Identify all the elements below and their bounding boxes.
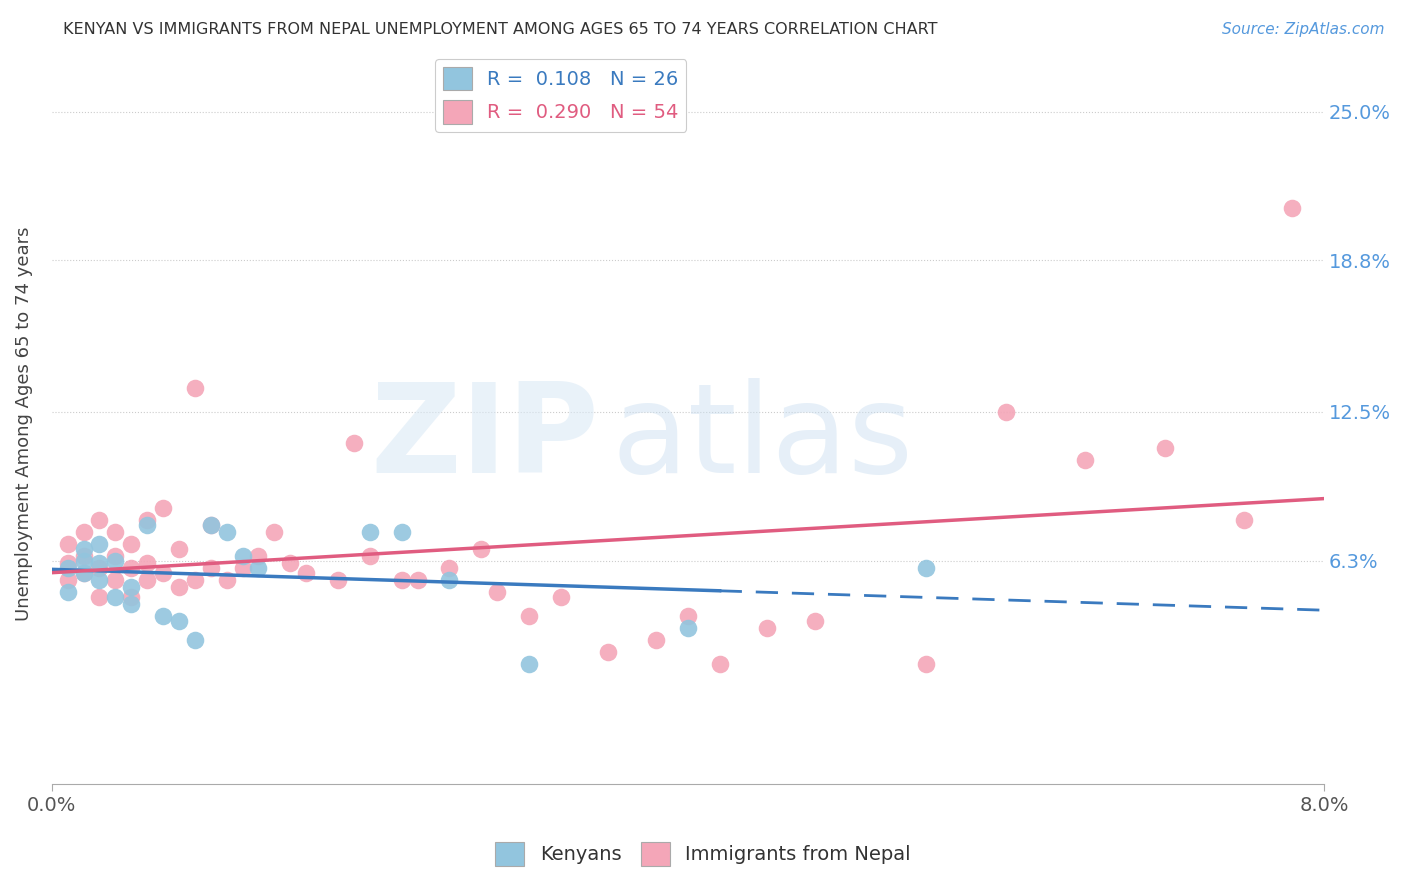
- Point: [104, 524, 127, 539]
- Point: [89, 537, 111, 551]
- Point: [804, 614, 827, 628]
- Point: [343, 436, 366, 450]
- Point: [184, 632, 207, 647]
- Point: [136, 573, 159, 587]
- Point: [247, 560, 270, 574]
- Legend: Kenyans, Immigrants from Nepal: Kenyans, Immigrants from Nepal: [486, 834, 920, 873]
- Point: [120, 590, 142, 604]
- Point: [391, 524, 413, 539]
- Point: [1233, 513, 1256, 527]
- Point: [439, 573, 461, 587]
- Point: [247, 549, 270, 563]
- Point: [152, 500, 174, 515]
- Point: [756, 621, 779, 635]
- Point: [1281, 201, 1303, 215]
- Point: [326, 573, 349, 587]
- Point: [994, 405, 1017, 419]
- Point: [72, 524, 94, 539]
- Text: Source: ZipAtlas.com: Source: ZipAtlas.com: [1222, 22, 1385, 37]
- Point: [915, 560, 938, 574]
- Point: [439, 560, 461, 574]
- Point: [470, 541, 492, 556]
- Point: [120, 597, 142, 611]
- Point: [89, 556, 111, 570]
- Point: [278, 556, 301, 570]
- Point: [120, 580, 142, 594]
- Point: [1154, 441, 1177, 455]
- Point: [120, 537, 142, 551]
- Point: [915, 657, 938, 671]
- Point: [89, 513, 111, 527]
- Text: KENYAN VS IMMIGRANTS FROM NEPAL UNEMPLOYMENT AMONG AGES 65 TO 74 YEARS CORRELATI: KENYAN VS IMMIGRANTS FROM NEPAL UNEMPLOY…: [63, 22, 938, 37]
- Point: [263, 524, 285, 539]
- Point: [709, 657, 731, 671]
- Point: [232, 560, 254, 574]
- Point: [72, 553, 94, 567]
- Point: [136, 517, 159, 532]
- Point: [104, 573, 127, 587]
- Point: [136, 556, 159, 570]
- Point: [72, 549, 94, 563]
- Text: ZIP: ZIP: [370, 377, 599, 499]
- Point: [72, 541, 94, 556]
- Point: [215, 524, 238, 539]
- Point: [104, 549, 127, 563]
- Point: [676, 621, 699, 635]
- Point: [232, 549, 254, 563]
- Point: [550, 590, 572, 604]
- Legend: R =  0.108   N = 26, R =  0.290   N = 54: R = 0.108 N = 26, R = 0.290 N = 54: [434, 59, 686, 132]
- Point: [676, 608, 699, 623]
- Point: [72, 566, 94, 580]
- Point: [152, 566, 174, 580]
- Point: [56, 560, 79, 574]
- Point: [89, 560, 111, 574]
- Point: [56, 556, 79, 570]
- Point: [184, 381, 207, 395]
- Point: [406, 573, 429, 587]
- Point: [136, 513, 159, 527]
- Point: [598, 645, 620, 659]
- Point: [167, 580, 190, 594]
- Point: [486, 584, 509, 599]
- Point: [56, 537, 79, 551]
- Point: [56, 573, 79, 587]
- Point: [104, 590, 127, 604]
- Text: atlas: atlas: [612, 377, 914, 499]
- Point: [56, 584, 79, 599]
- Point: [167, 541, 190, 556]
- Point: [89, 573, 111, 587]
- Point: [359, 524, 381, 539]
- Point: [200, 517, 222, 532]
- Point: [200, 560, 222, 574]
- Point: [517, 657, 540, 671]
- Point: [89, 590, 111, 604]
- Point: [72, 566, 94, 580]
- Point: [167, 614, 190, 628]
- Point: [200, 517, 222, 532]
- Point: [1074, 452, 1097, 467]
- Point: [120, 560, 142, 574]
- Point: [517, 608, 540, 623]
- Point: [391, 573, 413, 587]
- Point: [152, 608, 174, 623]
- Y-axis label: Unemployment Among Ages 65 to 74 years: Unemployment Among Ages 65 to 74 years: [15, 227, 32, 621]
- Point: [104, 553, 127, 567]
- Point: [184, 573, 207, 587]
- Point: [215, 573, 238, 587]
- Point: [359, 549, 381, 563]
- Point: [295, 566, 318, 580]
- Point: [645, 632, 668, 647]
